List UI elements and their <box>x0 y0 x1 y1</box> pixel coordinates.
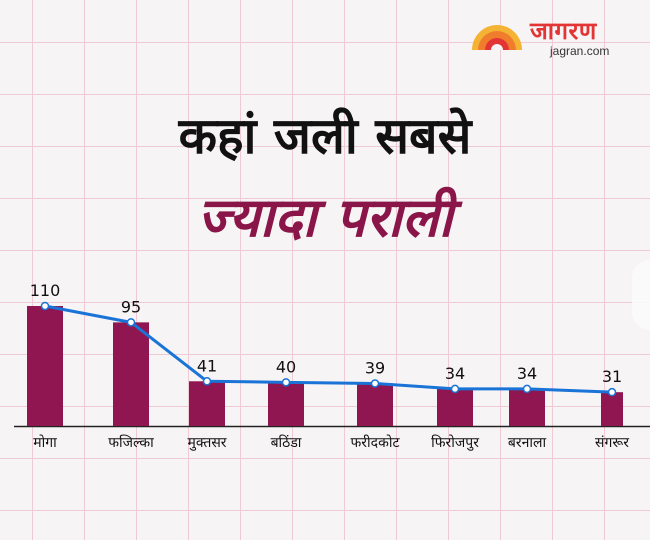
bar-1 <box>27 306 63 426</box>
value-label-5: 39 <box>365 358 385 377</box>
category-label-7: बरनाला <box>508 435 547 451</box>
category-label-2: फजिल्का <box>108 434 154 451</box>
category-label-1: मोगा <box>33 434 57 451</box>
category-label-6: फिरोजपुर <box>431 434 479 451</box>
line-point-1 <box>40 301 50 311</box>
value-label-7: 34 <box>517 364 537 383</box>
value-label-8: 31 <box>602 367 622 386</box>
jagran-logo: जागरण jagran.com <box>470 14 640 60</box>
line-point-4 <box>281 378 291 387</box>
line-point-6 <box>450 384 460 394</box>
line-point-2 <box>126 318 136 327</box>
category-label-4: बठिंडा <box>271 434 302 451</box>
line-point-8 <box>607 387 617 397</box>
bar-7 <box>509 388 545 426</box>
brand-name: जागरण <box>530 17 597 45</box>
bar-8 <box>601 392 623 426</box>
bar-2 <box>113 322 149 426</box>
edge-decoration <box>632 260 650 330</box>
line-point-3 <box>202 377 212 386</box>
bar-6 <box>437 388 473 426</box>
title-line-2: ज्यादा पराली <box>197 186 453 249</box>
bar-5 <box>357 383 393 426</box>
category-label-5: फरीदकोट <box>350 434 400 451</box>
brand-url: jagran.com <box>550 44 610 58</box>
title-line-1: कहां जली सबसे <box>178 107 472 165</box>
bar-3 <box>189 381 225 426</box>
line-point-7 <box>522 384 532 394</box>
value-label-2: 95 <box>121 297 141 316</box>
bar-4 <box>268 382 304 426</box>
value-label-4: 40 <box>276 357 296 376</box>
sun-logo-icon <box>472 25 522 50</box>
category-label-3: मुक्तसर <box>187 435 226 451</box>
value-label-1: 110 <box>30 281 61 300</box>
category-label-8: संगरूर <box>595 435 629 451</box>
value-label-6: 34 <box>445 364 465 383</box>
line-point-5 <box>370 379 380 388</box>
trend-line <box>44 304 613 394</box>
value-label-3: 41 <box>197 356 217 375</box>
